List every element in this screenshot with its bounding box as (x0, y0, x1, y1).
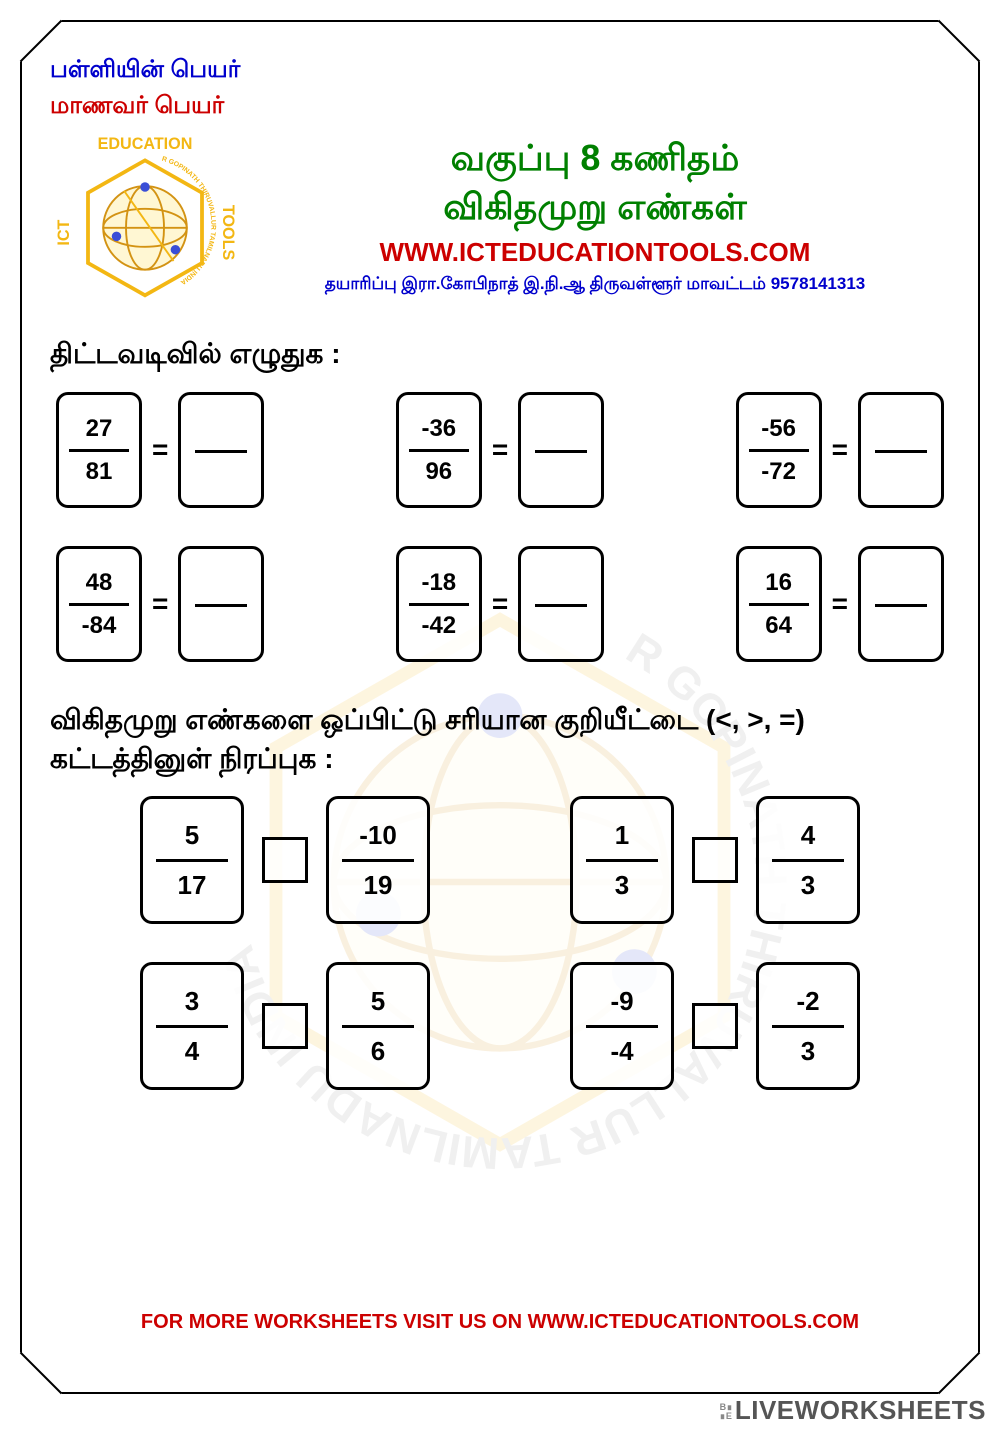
fraction-denominator: 3 (801, 862, 815, 909)
section1-rows: 27 81 = -36 96 = -56 -72 = 48 -84 = (50, 392, 950, 662)
comparison-input-box[interactable] (262, 837, 308, 883)
fraction-box: 5 6 (326, 962, 430, 1090)
fraction-numerator: 3 (185, 978, 199, 1025)
compare-row: 5 17 -10 19 1 3 4 3 (50, 796, 950, 924)
fraction-denominator: 6 (371, 1028, 385, 1075)
section2-heading: விகிதமுறு எண்களை ஒப்பிட்டு சரியான குறியீ… (50, 700, 950, 778)
fraction-numerator: 5 (185, 812, 199, 859)
fraction-box: 1 3 (570, 796, 674, 924)
fraction-denominator: 4 (185, 1028, 199, 1075)
fraction-box: 4 3 (756, 796, 860, 924)
fraction-denominator: -84 (82, 606, 117, 646)
fraction-denominator: 17 (178, 862, 207, 909)
fraction-box: 48 -84 (56, 546, 142, 662)
fraction-numerator: 48 (86, 563, 113, 603)
fraction-numerator: -36 (421, 409, 456, 449)
fraction-box: -10 19 (326, 796, 430, 924)
fraction-numerator: -9 (610, 978, 633, 1025)
fraction-numerator: 4 (801, 812, 815, 859)
compare-row: 3 4 5 6 -9 -4 -2 3 (50, 962, 950, 1090)
fraction-box: -2 3 (756, 962, 860, 1090)
equation-group: 48 -84 = (56, 546, 264, 662)
worksheet-page: R GOPINATH THIRUVALLUR TAMILNADU INDIA ப… (20, 20, 980, 1394)
fraction-box: 16 64 (736, 546, 822, 662)
school-name-label: பள்ளியின் பெயர் (50, 52, 950, 88)
comparison-input-box[interactable] (692, 837, 738, 883)
fraction-denominator: -42 (421, 606, 456, 646)
equals-sign: = (492, 434, 508, 466)
fraction-box: -9 -4 (570, 962, 674, 1090)
fraction-box: 3 4 (140, 962, 244, 1090)
title-block: EDUCATION ICT TOOLS R GOPINATH THIRUVALL… (50, 130, 950, 320)
brand-watermark: B∎∎ELIVEWORKSHEETS (720, 1395, 986, 1426)
fraction-denominator: 96 (425, 452, 452, 492)
answer-box[interactable] (858, 546, 944, 662)
equals-sign: = (832, 588, 848, 620)
fraction-numerator: 5 (371, 978, 385, 1025)
equation-group: -56 -72 = (736, 392, 944, 508)
student-name-label: மாணவர் பெயர் (50, 88, 950, 124)
fraction-denominator: -72 (761, 452, 796, 492)
fraction-box: -36 96 (396, 392, 482, 508)
comparison-input-box[interactable] (262, 1003, 308, 1049)
title-url: WWW.ICTEDUCATIONTOOLS.COM (240, 237, 950, 268)
fraction-numerator: 16 (765, 563, 792, 603)
answer-box[interactable] (858, 392, 944, 508)
equals-sign: = (832, 434, 848, 466)
fraction-numerator: -2 (796, 978, 819, 1025)
fraction-box: -56 -72 (736, 392, 822, 508)
title-credit: தயாரிப்பு இரா.கோபிநாத் இ.நி.ஆ திருவள்ளூர… (240, 274, 950, 296)
title-line-1: வகுப்பு 8 கணிதம் (240, 134, 950, 183)
compare-group: 1 3 4 3 (570, 796, 860, 924)
fraction-numerator: 27 (86, 409, 113, 449)
equation-group: 16 64 = (736, 546, 944, 662)
compare-group: 5 17 -10 19 (140, 796, 430, 924)
section2-rows: 5 17 -10 19 1 3 4 3 3 4 5 6 (50, 796, 950, 1090)
compare-group: -9 -4 -2 3 (570, 962, 860, 1090)
fraction-numerator: -18 (421, 563, 456, 603)
fraction-denominator: 81 (86, 452, 113, 492)
equation-row: 48 -84 = -18 -42 = 16 64 = (50, 546, 950, 662)
fraction-denominator: 19 (364, 862, 393, 909)
fraction-denominator: 3 (615, 862, 629, 909)
fraction-denominator: -4 (610, 1028, 633, 1075)
fraction-numerator: -56 (761, 409, 796, 449)
comparison-input-box[interactable] (692, 1003, 738, 1049)
fraction-denominator: 3 (801, 1028, 815, 1075)
fraction-numerator: -10 (359, 812, 397, 859)
answer-box[interactable] (178, 546, 264, 662)
equation-group: -36 96 = (396, 392, 604, 508)
logo-left-text: ICT (55, 219, 73, 245)
org-logo: EDUCATION ICT TOOLS R GOPINATH THIRUVALL… (50, 130, 240, 320)
equation-group: -18 -42 = (396, 546, 604, 662)
equals-sign: = (152, 434, 168, 466)
logo-top-text: EDUCATION (98, 135, 193, 153)
section1-heading: திட்டவடிவில் எழுதுக : (50, 338, 950, 374)
compare-group: 3 4 5 6 (140, 962, 430, 1090)
fraction-box: 5 17 (140, 796, 244, 924)
equals-sign: = (152, 588, 168, 620)
logo-right-text: TOOLS (219, 205, 237, 261)
equals-sign: = (492, 588, 508, 620)
equation-group: 27 81 = (56, 392, 264, 508)
equation-row: 27 81 = -36 96 = -56 -72 = (50, 392, 950, 508)
answer-box[interactable] (518, 546, 604, 662)
header-block: பள்ளியின் பெயர் மாணவர் பெயர் (50, 52, 950, 124)
title-line-2: விகிதமுறு எண்கள் (240, 183, 950, 232)
fraction-box: -18 -42 (396, 546, 482, 662)
answer-box[interactable] (178, 392, 264, 508)
footer-text: FOR MORE WORKSHEETS VISIT US ON WWW.ICTE… (22, 1311, 978, 1334)
fraction-box: 27 81 (56, 392, 142, 508)
fraction-denominator: 64 (765, 606, 792, 646)
fraction-numerator: 1 (615, 812, 629, 859)
answer-box[interactable] (518, 392, 604, 508)
